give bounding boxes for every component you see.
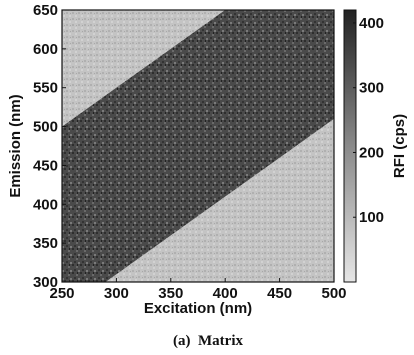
- plot-frame: [61, 9, 335, 283]
- y-tick-label: 650: [33, 2, 58, 19]
- y-tick-label: 350: [33, 235, 58, 252]
- figure-caption: (a) Matrix: [173, 333, 243, 349]
- y-tick-label: 550: [33, 80, 58, 97]
- x-tick-label: 500: [321, 285, 346, 302]
- heatmap-regions: [62, 10, 334, 282]
- colorbar-ticks: 100 200 300 400: [353, 15, 384, 226]
- y-tick-label: 600: [33, 41, 58, 58]
- x-axis-ticks: 250 300 350 400 450 500: [49, 278, 347, 302]
- fluorescence-band-region: [62, 10, 334, 282]
- x-tick-label: 450: [267, 285, 292, 302]
- colorbar-tick-label: 400: [359, 15, 384, 32]
- y-tick-label: 300: [33, 274, 58, 291]
- x-axis-label: Excitation (nm): [144, 300, 252, 317]
- colorbar-tick-label: 100: [359, 209, 384, 226]
- colorbar-tick-label: 300: [359, 80, 384, 97]
- colorbar-label: RFI (cps): [391, 114, 408, 178]
- x-tick-label: 250: [49, 285, 74, 302]
- y-tick-label: 400: [33, 196, 58, 213]
- x-tick-label: 400: [213, 285, 238, 302]
- y-axis-ticks: 300 350 400 450 500 550 600 650: [33, 2, 66, 291]
- x-tick-label: 350: [158, 285, 183, 302]
- y-tick-label: 500: [33, 119, 58, 136]
- y-axis-label: Emission (nm): [7, 94, 24, 197]
- colorbar-tick-label: 200: [359, 144, 384, 161]
- y-tick-label: 450: [33, 157, 58, 174]
- x-tick-label: 300: [104, 285, 129, 302]
- colorbar: [343, 9, 357, 283]
